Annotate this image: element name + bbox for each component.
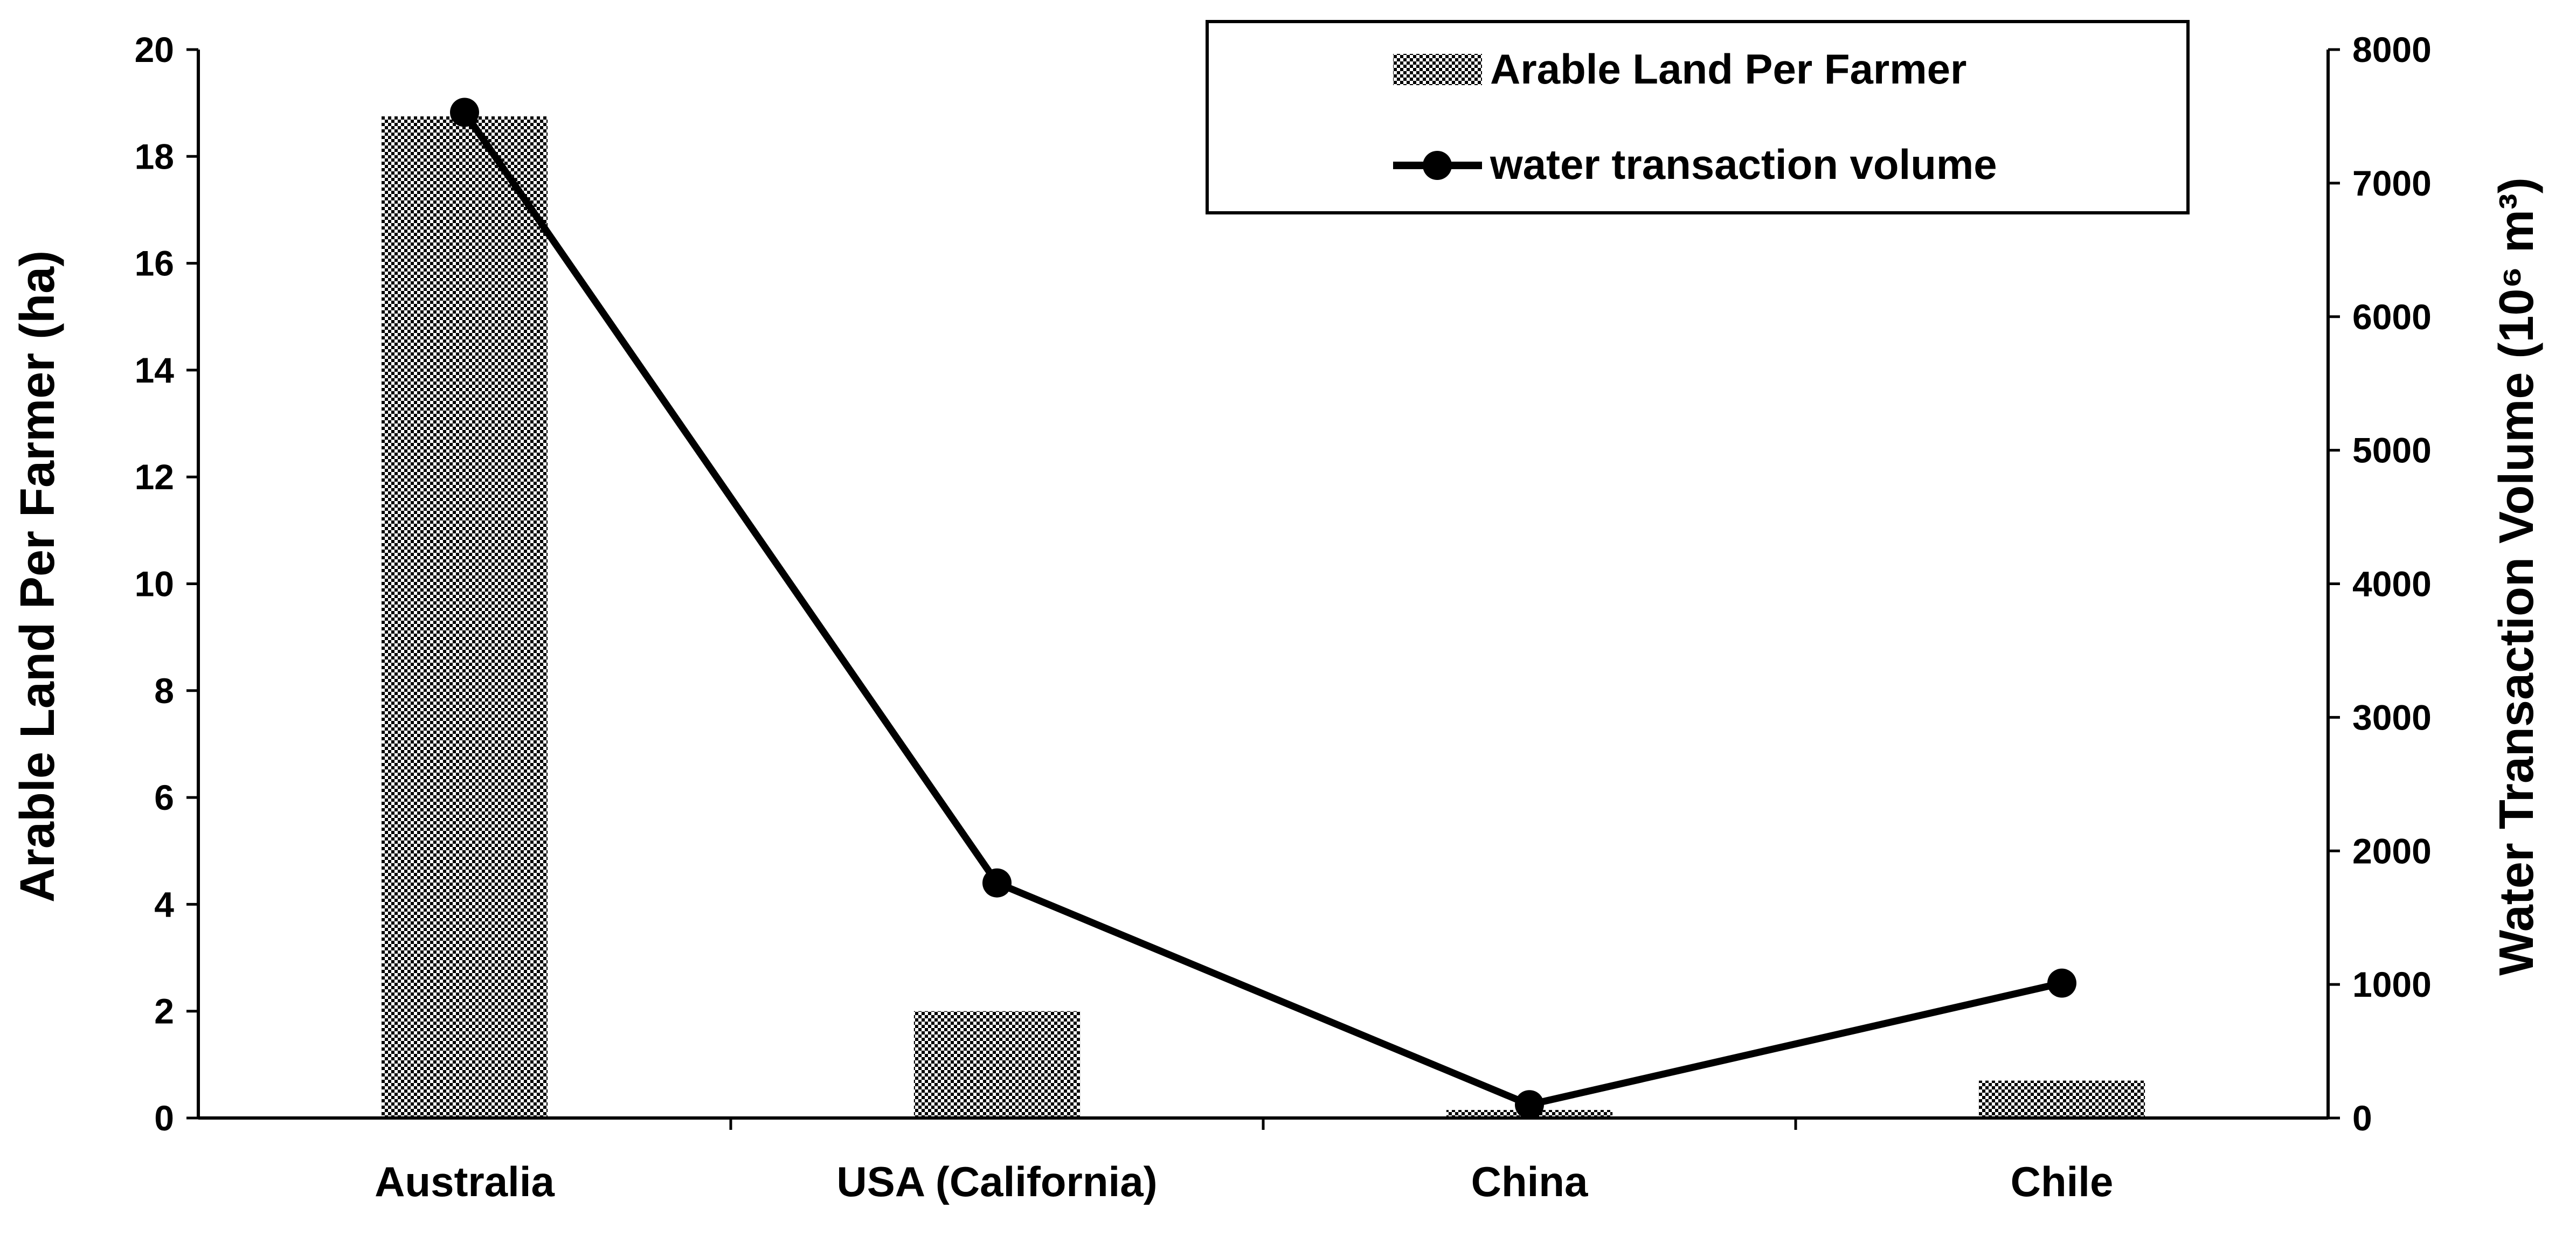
left-tick-label: 14 <box>135 350 175 390</box>
left-tick-label: 4 <box>154 884 174 924</box>
data-point <box>2047 968 2076 998</box>
legend-box <box>1206 20 2190 214</box>
left-tick-label: 2 <box>154 991 174 1031</box>
legend-swatch-marker <box>1423 151 1452 180</box>
bar <box>381 116 548 1118</box>
legend-label-line: water transaction volume <box>1490 141 1997 188</box>
left-tick-label: 16 <box>135 244 174 283</box>
line-series <box>450 98 2076 1120</box>
bar <box>1978 1080 2145 1118</box>
right-tick-label: 5000 <box>2352 430 2432 470</box>
left-tick-label: 6 <box>154 777 174 817</box>
left-tick-label: 0 <box>154 1098 174 1138</box>
category-label: USA (California) <box>836 1158 1157 1205</box>
legend-label-bar: Arable Land Per Farmer <box>1490 45 1966 93</box>
legend-swatch-bar <box>1393 54 1482 85</box>
left-tick-label: 20 <box>135 30 174 70</box>
category-labels: Australia USA (California) China Chile <box>375 1158 2113 1205</box>
right-axis-ticks: 0 1000 2000 3000 4000 5000 6000 7000 8000 <box>2328 30 2432 1138</box>
data-point <box>450 98 479 127</box>
legend: Arable Land Per Farmer water transaction… <box>1206 20 2190 214</box>
series-line <box>461 110 2063 1108</box>
data-point <box>982 868 1012 898</box>
right-tick-label: 0 <box>2352 1098 2372 1138</box>
left-tick-label: 12 <box>135 457 174 497</box>
bar <box>913 1011 1081 1118</box>
left-tick-label: 18 <box>135 136 174 176</box>
category-label: Australia <box>375 1158 555 1205</box>
category-label: China <box>1471 1158 1588 1205</box>
left-axis-title: Arable Land Per Farmer (ha) <box>11 251 65 902</box>
right-tick-label: 6000 <box>2352 297 2432 337</box>
left-tick-label: 8 <box>154 671 174 711</box>
category-label: Chile <box>2011 1158 2114 1205</box>
data-point <box>1515 1090 1544 1120</box>
bar-series <box>381 116 2145 1118</box>
right-tick-label: 4000 <box>2352 564 2432 604</box>
right-axis-title: Water Transaction Volume (10⁶ m³) <box>2490 177 2544 976</box>
right-tick-label: 3000 <box>2352 697 2432 737</box>
right-tick-label: 2000 <box>2352 831 2432 871</box>
right-tick-label: 7000 <box>2352 163 2432 203</box>
right-tick-label: 1000 <box>2352 964 2432 1004</box>
right-tick-label: 8000 <box>2352 30 2432 70</box>
left-axis-ticks: 0 2 4 6 8 10 12 14 16 18 20 <box>135 30 198 1138</box>
left-tick-label: 10 <box>135 564 174 604</box>
